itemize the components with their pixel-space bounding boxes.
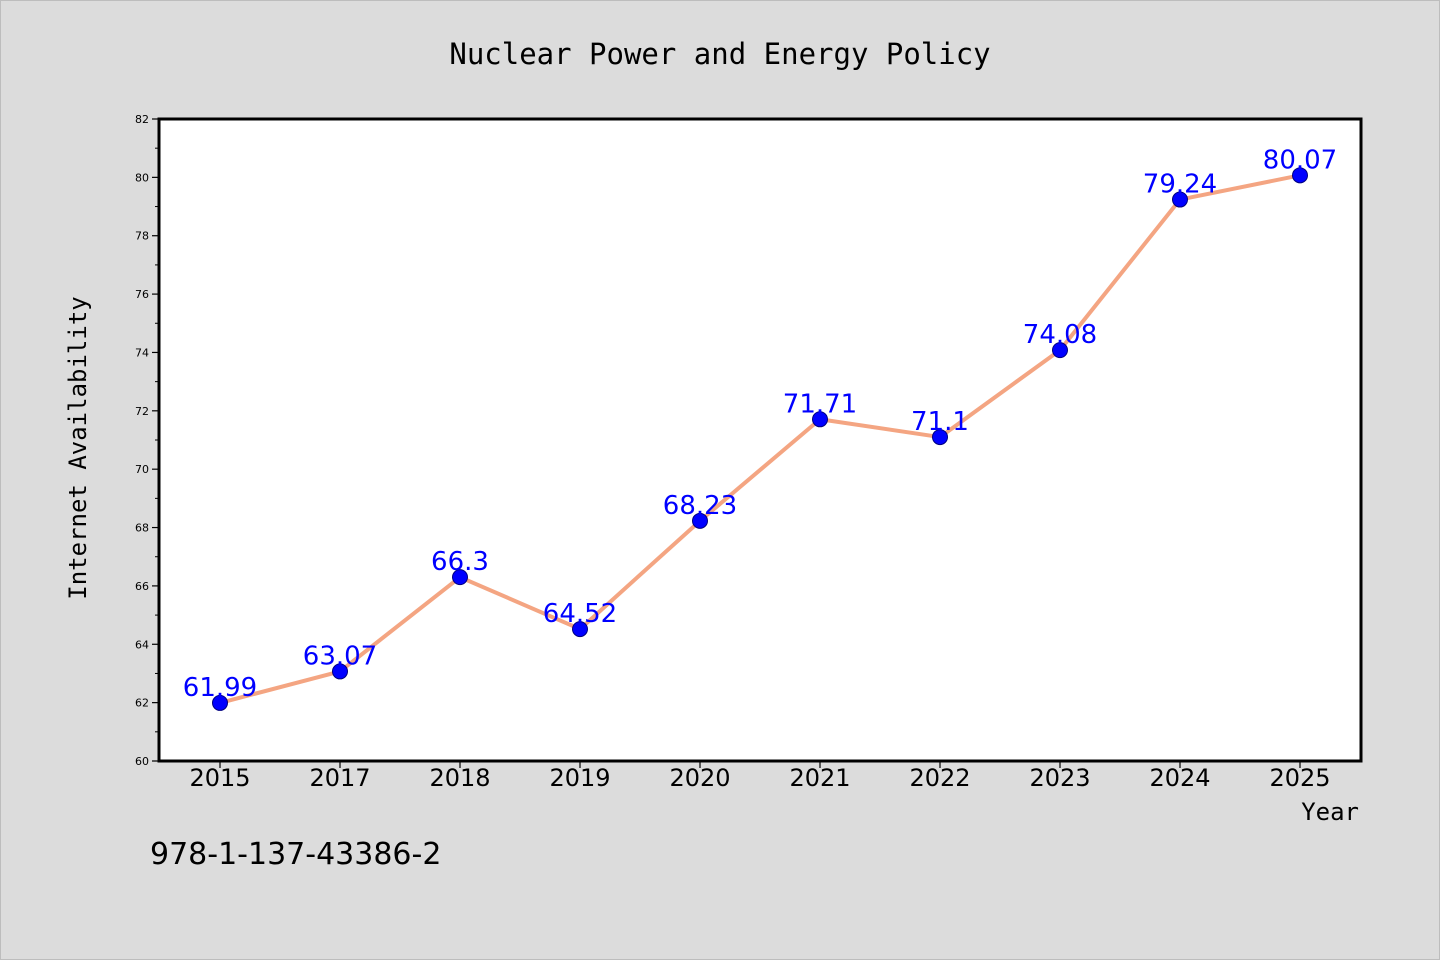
- x-axis-label: Year: [1301, 798, 1359, 826]
- data-label: 68.23: [663, 491, 737, 521]
- data-point: [812, 411, 828, 428]
- data-label: 64.52: [543, 599, 617, 629]
- x-tick-label: 2022: [909, 764, 970, 792]
- data-point: [572, 621, 588, 638]
- data-point: [332, 663, 348, 680]
- plot-frame: [157, 117, 1363, 763]
- x-tick-label: 2018: [429, 764, 490, 792]
- x-tick-label: 2025: [1269, 764, 1330, 792]
- y-axis-label: Internet Availability: [64, 296, 92, 599]
- data-label: 79.24: [1143, 170, 1217, 200]
- data-label: 61.99: [183, 673, 257, 703]
- data-label: 71.71: [783, 389, 857, 419]
- data-label: 63.07: [303, 641, 377, 671]
- y-tick-label: 60: [135, 755, 149, 768]
- x-axis: 2015 2017 2018 2019 2020 2021 2022 2023 2024 2025: [189, 761, 1331, 792]
- data-point: [692, 512, 708, 529]
- y-tick-label: 78: [135, 230, 149, 243]
- x-tick-label: 2015: [189, 764, 250, 792]
- y-tick-label: 74: [135, 346, 149, 359]
- y-tick-label: 80: [135, 171, 149, 184]
- series-line: [218, 173, 1302, 705]
- y-tick-label: 72: [135, 405, 149, 418]
- y-tick-label: 66: [135, 580, 149, 593]
- y-tick-label: 70: [135, 463, 149, 476]
- isbn-annotation: 978-1-137-43386-2: [150, 837, 441, 872]
- x-tick-label: 2024: [1149, 764, 1210, 792]
- data-point: [212, 694, 228, 711]
- y-tick-label: 76: [135, 288, 149, 301]
- chart-title: Nuclear Power and Energy Policy: [449, 37, 990, 71]
- data-label: 74.08: [1023, 320, 1097, 350]
- x-tick-label: 2021: [789, 764, 850, 792]
- data-point: [1292, 167, 1308, 184]
- x-tick-label: 2023: [1029, 764, 1090, 792]
- y-tick-label: 68: [135, 522, 149, 535]
- data-label: 80.07: [1263, 145, 1337, 175]
- x-tick-label: 2017: [309, 764, 370, 792]
- x-tick-label: 2019: [549, 764, 610, 792]
- data-point: [1052, 342, 1068, 359]
- series-layer: 61.99 63.07 66.3 64.52 68.23 71.71 71.1 74.08 79…: [183, 145, 1337, 711]
- data-point: [932, 429, 948, 446]
- data-label: 71.1: [911, 407, 969, 437]
- data-point: [452, 569, 468, 586]
- data-label: 66.3: [431, 547, 489, 577]
- x-tick-label: 2020: [669, 764, 730, 792]
- y-tick-label: 64: [135, 638, 149, 651]
- y-tick-label: 62: [135, 697, 149, 710]
- data-point: [1172, 191, 1188, 208]
- y-tick-label: 82: [135, 113, 149, 126]
